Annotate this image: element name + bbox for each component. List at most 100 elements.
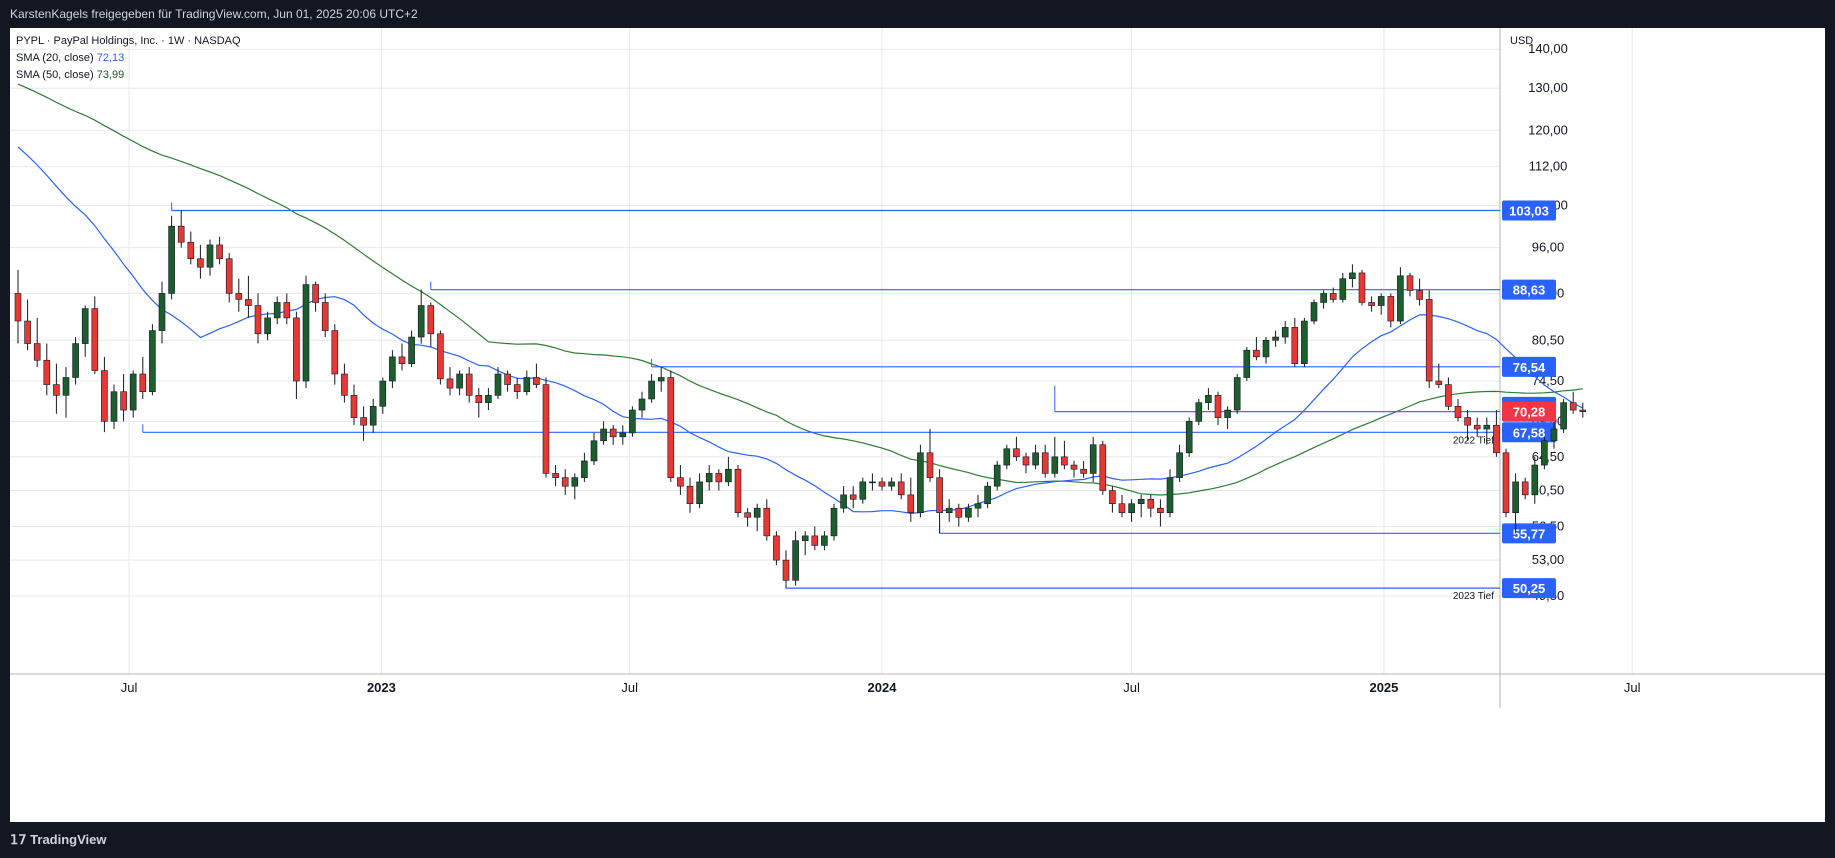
- candle-body: [264, 317, 271, 335]
- candle-body: [705, 473, 713, 483]
- candle-body: [773, 535, 780, 561]
- y-tick-label: 120,00: [1528, 122, 1568, 137]
- share-header: KarstenKagels freigegeben für TradingVie…: [0, 0, 1835, 28]
- candle-body: [1368, 302, 1375, 306]
- level-price-tag: [1502, 200, 1556, 221]
- candle-body: [821, 535, 828, 546]
- candle-body: [293, 317, 300, 382]
- level-price-label: 55,77: [1513, 526, 1546, 541]
- candle-body: [926, 452, 934, 478]
- candle-body: [101, 370, 108, 422]
- candle-body: [1531, 464, 1539, 496]
- candle-body: [1502, 452, 1510, 514]
- candle-body: [417, 305, 425, 338]
- candle-body: [168, 225, 175, 294]
- candle-body: [936, 477, 943, 514]
- candle-body: [1166, 477, 1174, 514]
- candle-body: [1550, 428, 1558, 442]
- x-tick-label: Jul: [1624, 680, 1641, 695]
- level-price-label: 50,25: [1513, 581, 1546, 596]
- candle-body: [341, 373, 348, 396]
- level-price-label: 67,58: [1513, 425, 1546, 440]
- candle-body: [907, 494, 915, 514]
- sma20-value: 72,13: [96, 52, 125, 64]
- y-tick-label: 60,50: [1532, 483, 1565, 498]
- candle-body: [1397, 275, 1404, 322]
- sma50-row[interactable]: SMA (50, close) 73,99: [16, 67, 241, 84]
- candle-body: [379, 380, 387, 407]
- chart-area[interactable]: Jul 2023 Jul 2024 Jul 2025 Jul 140,00 130,00 120,…: [10, 28, 1825, 822]
- candle-body: [667, 377, 675, 478]
- candle-body: [1377, 296, 1385, 306]
- level-price-label: 88,63: [1513, 283, 1546, 298]
- candle-body: [465, 373, 473, 396]
- y-tick-label: 130,00: [1528, 80, 1568, 95]
- candle-body: [158, 293, 166, 331]
- candle-body: [408, 336, 415, 364]
- x-tick-label: Jul: [621, 680, 638, 695]
- x-tick-label: Jul: [121, 680, 138, 695]
- candle-body: [1464, 417, 1471, 426]
- candle-body: [53, 384, 60, 396]
- candle-body: [225, 258, 233, 294]
- candle-body: [696, 481, 703, 505]
- candle-body: [1473, 424, 1481, 430]
- candle-body: [1214, 395, 1222, 418]
- candle-body: [859, 481, 867, 500]
- candle-body: [1137, 498, 1145, 505]
- candle-body: [494, 373, 502, 396]
- candle-body: [1541, 440, 1548, 466]
- y-tick-label: 80,50: [1532, 332, 1565, 347]
- price-chart[interactable]: Jul 2023 Jul 2024 Jul 2025 Jul 140,00 130,00 120,…: [10, 28, 1825, 822]
- candle-body: [446, 378, 454, 389]
- candle-body: [485, 395, 492, 403]
- current-price-tag: [1502, 401, 1556, 422]
- candle-body: [811, 535, 819, 546]
- candle-body: [686, 485, 694, 505]
- candle-body: [1243, 349, 1251, 378]
- tradingview-logo[interactable]: 𝟣𝟩 TradingView: [0, 832, 107, 847]
- candle-body: [1147, 498, 1155, 509]
- currency-label: USD: [1510, 35, 1533, 47]
- candle-body: [81, 308, 89, 344]
- candle-body: [360, 417, 367, 426]
- candle-body: [1176, 452, 1183, 478]
- x-tick-label: 2025: [1369, 680, 1398, 695]
- candle-body: [1262, 339, 1270, 358]
- candle-body: [1089, 444, 1097, 474]
- candle-body: [14, 293, 22, 322]
- candle-body: [1358, 272, 1366, 303]
- sma20-row[interactable]: SMA (20, close) 72,13: [16, 50, 241, 67]
- symbol-title[interactable]: PYPL · PayPal Holdings, Inc. · 1W · NASD…: [16, 35, 241, 47]
- candle-body: [1445, 384, 1452, 407]
- candle-body: [427, 305, 435, 335]
- y-tick-label: 64,50: [1532, 449, 1565, 464]
- sma50-line: [17, 83, 1583, 496]
- candle-body: [725, 468, 732, 483]
- candle-body: [542, 384, 550, 474]
- sma20-label: SMA (20, close): [16, 52, 94, 64]
- candle-body: [965, 507, 972, 518]
- candle-body: [1291, 327, 1299, 364]
- candle-body: [475, 395, 483, 403]
- candle-body: [1157, 507, 1164, 514]
- candle-body: [369, 406, 377, 426]
- candle-body: [1416, 290, 1423, 300]
- candle-body: [1224, 409, 1231, 418]
- candle-body: [1483, 424, 1491, 430]
- candle-body: [1454, 406, 1462, 418]
- candle-body: [830, 507, 838, 537]
- candle-body: [1281, 327, 1289, 338]
- share-text: KarstenKagels freigegeben für TradingVie…: [10, 7, 418, 21]
- candle-body: [1406, 275, 1414, 291]
- candle-body: [273, 302, 281, 319]
- brand-text: TradingView: [30, 832, 107, 847]
- level-annotation: 2023 Tief: [1453, 591, 1494, 602]
- candle-body: [1233, 377, 1241, 411]
- x-tick-label: Jul: [1123, 680, 1140, 695]
- y-tick-label: 96,00: [1532, 240, 1565, 255]
- candle-body: [1070, 464, 1078, 470]
- level-price-label: 103,03: [1509, 203, 1549, 218]
- candle-body: [878, 481, 886, 487]
- candle-body: [1320, 293, 1327, 303]
